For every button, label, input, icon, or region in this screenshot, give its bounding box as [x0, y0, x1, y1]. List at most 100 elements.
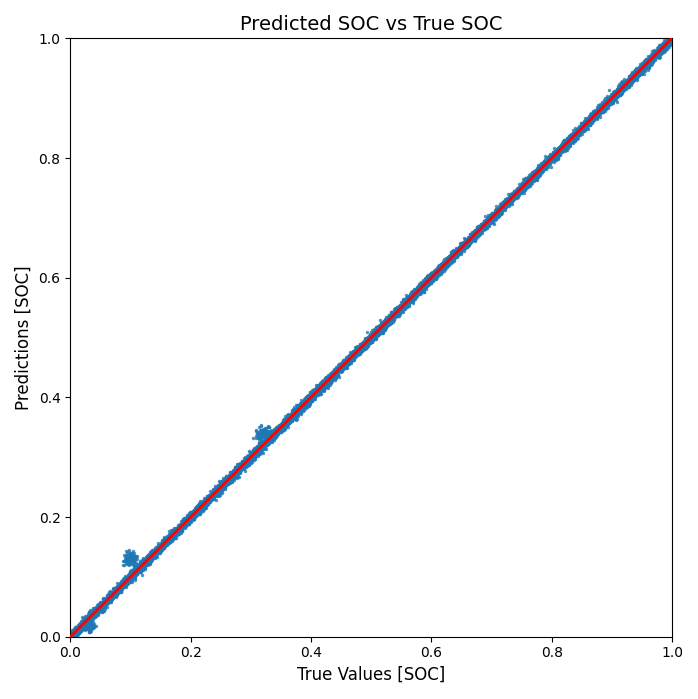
Point — [532, 166, 543, 178]
Point — [89, 607, 100, 619]
Point — [311, 387, 322, 398]
Point — [170, 526, 181, 538]
Point — [65, 631, 76, 642]
Point — [544, 155, 556, 166]
Point — [316, 380, 327, 391]
Point — [162, 533, 173, 545]
Point — [579, 115, 591, 126]
Point — [306, 391, 317, 403]
Point — [124, 570, 135, 581]
Point — [573, 125, 584, 136]
Point — [299, 396, 311, 408]
Point — [496, 203, 507, 214]
Point — [268, 433, 279, 444]
Point — [630, 69, 641, 80]
Point — [406, 289, 417, 301]
Point — [317, 378, 328, 389]
Point — [211, 482, 222, 493]
Point — [340, 358, 351, 369]
Point — [413, 278, 424, 289]
Point — [630, 67, 641, 78]
Point — [534, 162, 545, 173]
Point — [557, 140, 568, 152]
Point — [431, 272, 443, 283]
Point — [660, 36, 671, 48]
Point — [507, 192, 519, 203]
Point — [80, 621, 91, 632]
Point — [80, 624, 91, 635]
Point — [399, 298, 410, 310]
Point — [122, 569, 133, 580]
Point — [349, 352, 360, 363]
Point — [83, 619, 94, 630]
Point — [154, 544, 165, 555]
Point — [338, 359, 349, 370]
Point — [577, 122, 588, 134]
Point — [84, 612, 95, 624]
Point — [422, 275, 433, 287]
Point — [373, 325, 384, 336]
Point — [579, 116, 591, 127]
Point — [122, 574, 133, 585]
Point — [329, 366, 340, 377]
Point — [627, 71, 638, 82]
Point — [308, 393, 319, 404]
Point — [333, 361, 344, 373]
Point — [200, 498, 211, 509]
Point — [235, 461, 246, 472]
Point — [203, 491, 214, 503]
Point — [546, 154, 557, 165]
Point — [202, 495, 214, 506]
Point — [159, 535, 170, 546]
Point — [517, 185, 528, 196]
Point — [182, 517, 193, 528]
Point — [458, 241, 469, 252]
Point — [456, 238, 467, 250]
Point — [290, 406, 301, 417]
Point — [543, 155, 554, 166]
Point — [445, 257, 456, 268]
Point — [186, 508, 198, 519]
Point — [195, 503, 206, 514]
Point — [157, 540, 168, 551]
Point — [202, 495, 213, 506]
Point — [523, 177, 534, 188]
Point — [644, 55, 655, 66]
Point — [154, 541, 165, 552]
Point — [637, 68, 648, 79]
Point — [611, 87, 623, 98]
Point — [332, 364, 343, 375]
Point — [615, 87, 626, 98]
Point — [476, 222, 487, 233]
Point — [433, 263, 444, 274]
Point — [534, 164, 545, 175]
Point — [284, 417, 295, 428]
Point — [382, 319, 393, 331]
Point — [102, 593, 113, 605]
Point — [133, 561, 144, 572]
Point — [219, 475, 230, 486]
Point — [365, 337, 376, 348]
Point — [591, 110, 602, 121]
Point — [291, 409, 302, 420]
Point — [492, 208, 503, 219]
Point — [570, 127, 581, 138]
Point — [640, 59, 651, 70]
Point — [441, 256, 452, 267]
Point — [80, 614, 91, 626]
Point — [120, 575, 131, 586]
Point — [544, 152, 555, 163]
Point — [346, 353, 357, 364]
Point — [158, 539, 170, 550]
Point — [258, 440, 269, 452]
Point — [420, 280, 431, 291]
Point — [268, 428, 279, 440]
Point — [385, 312, 396, 323]
Point — [296, 398, 307, 409]
Point — [106, 592, 117, 603]
Point — [611, 83, 623, 94]
Point — [75, 621, 87, 633]
Point — [655, 39, 667, 50]
Point — [155, 546, 166, 557]
Point — [604, 94, 616, 106]
